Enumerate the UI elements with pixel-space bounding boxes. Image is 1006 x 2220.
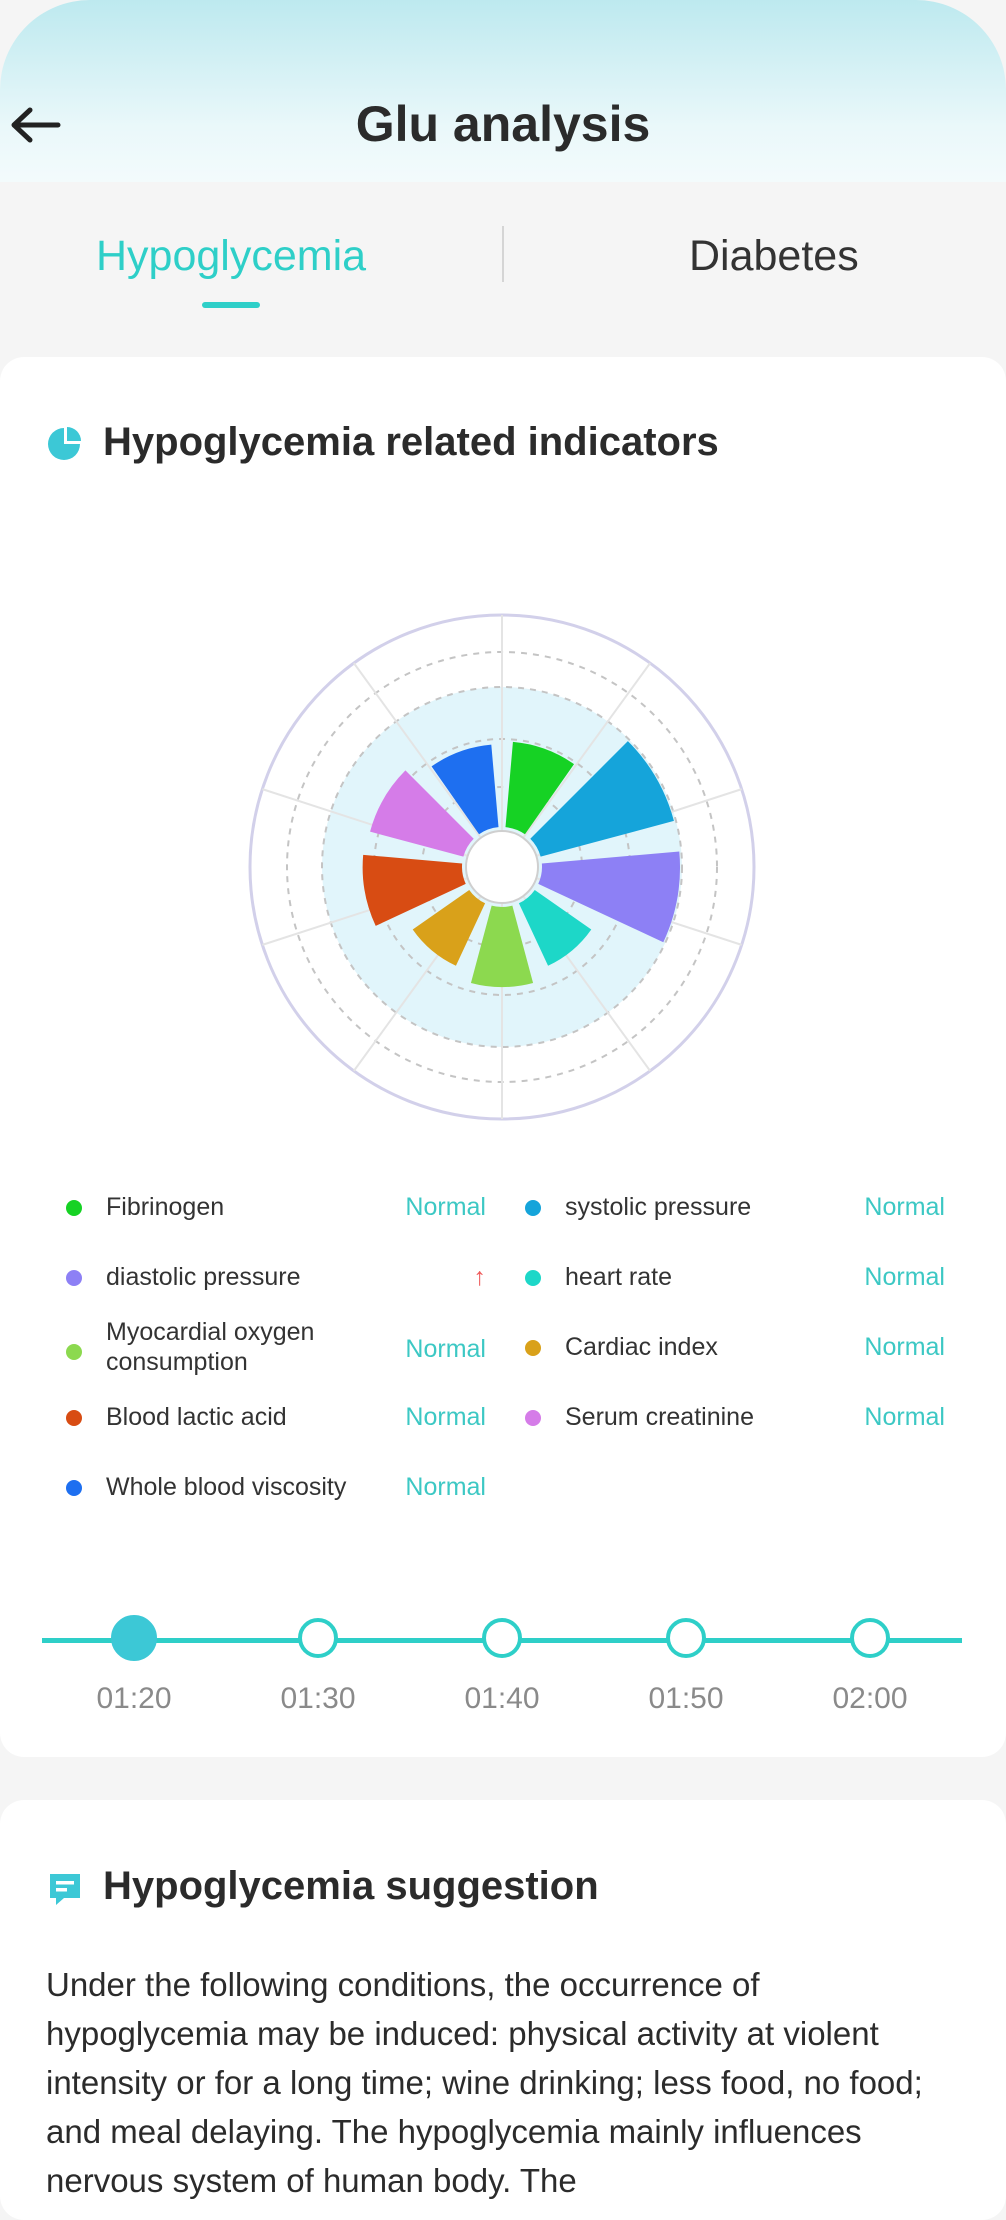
back-button[interactable] bbox=[6, 100, 66, 150]
legend-status: Normal bbox=[864, 1263, 945, 1291]
tab-hypoglycemia[interactable]: Hypoglycemia bbox=[96, 232, 367, 280]
legend-item: Whole blood viscosity Normal bbox=[66, 1462, 486, 1522]
legend-item: Myocardial oxygen consumption Normal bbox=[66, 1318, 486, 1382]
chart-bar-myocardial-oxygen-consumption bbox=[470, 905, 534, 988]
note-icon bbox=[50, 1874, 80, 1905]
chart-bar-cardiac-index bbox=[412, 889, 486, 966]
tab-bar: Hypoglycemia Diabetes bbox=[0, 182, 1006, 357]
time-label: 01:50 bbox=[648, 1682, 724, 1715]
chart-spoke bbox=[522, 662, 651, 839]
legend-name: Whole blood viscosity bbox=[106, 1473, 347, 1501]
header: Glu analysis bbox=[0, 0, 1006, 182]
legend-dot bbox=[525, 1200, 541, 1216]
chart-bar-blood-lactic-acid bbox=[362, 854, 466, 926]
legend-status: Normal bbox=[405, 1403, 486, 1431]
legend-dot bbox=[66, 1480, 82, 1496]
time-label: 01:20 bbox=[96, 1682, 172, 1715]
legend-item: diastolic pressure ↑ bbox=[66, 1252, 486, 1312]
time-label: 01:30 bbox=[280, 1682, 356, 1715]
chart-bar-serum-creatinine bbox=[370, 770, 474, 857]
legend-item: heart rate Normal bbox=[525, 1252, 945, 1312]
chart-spoke bbox=[353, 662, 482, 839]
time-label: 02:00 bbox=[832, 1682, 908, 1715]
legend-name: systolic pressure bbox=[565, 1193, 752, 1221]
legend-name: Blood lactic acid bbox=[106, 1403, 287, 1431]
chart-bar-heart-rate bbox=[518, 889, 592, 966]
time-node-0150[interactable] bbox=[666, 1618, 706, 1658]
legend-dot bbox=[66, 1270, 82, 1286]
legend-name: Serum creatinine bbox=[565, 1403, 754, 1431]
chart-center bbox=[465, 830, 539, 904]
legend-dot bbox=[66, 1410, 82, 1426]
legend-status: Normal bbox=[405, 1335, 486, 1363]
legend-name: diastolic pressure bbox=[106, 1263, 301, 1291]
chart-bar-systolic-pressure bbox=[530, 741, 674, 857]
legend-status: ↑ bbox=[473, 1263, 487, 1291]
suggestion-title: Hypoglycemia suggestion bbox=[103, 1864, 599, 1908]
time-node-0200[interactable] bbox=[850, 1618, 890, 1658]
legend-name: Fibrinogen bbox=[106, 1193, 225, 1221]
tab-diabetes[interactable]: Diabetes bbox=[689, 232, 859, 280]
arrow-left-icon bbox=[11, 107, 61, 143]
legend-dot bbox=[525, 1270, 541, 1286]
legend-item: Blood lactic acid Normal bbox=[66, 1392, 486, 1452]
tab-divider bbox=[502, 226, 504, 282]
time-node-0130[interactable] bbox=[298, 1618, 338, 1658]
page-title: Glu analysis bbox=[355, 96, 651, 152]
time-slider[interactable]: 01:20 01:30 01:40 01:50 02:00 bbox=[0, 1582, 1006, 1715]
chart-bar-diastolic-pressure bbox=[538, 851, 680, 943]
chart-bar-whole-blood-viscosity bbox=[431, 744, 499, 835]
legend-dot bbox=[66, 1344, 82, 1360]
legend-item: Serum creatinine Normal bbox=[525, 1392, 945, 1452]
legend-name: heart rate bbox=[565, 1263, 673, 1291]
legend-item: systolic pressure Normal bbox=[525, 1182, 945, 1242]
chart-grid-ring bbox=[321, 686, 683, 1048]
legend-item: Fibrinogen Normal bbox=[66, 1182, 486, 1242]
legend-status: Normal bbox=[864, 1403, 945, 1431]
suggestion-card: Hypoglycemia suggestion Under the follow… bbox=[0, 1800, 1006, 2220]
pie-chart-icon bbox=[48, 427, 81, 460]
legend-dot bbox=[525, 1340, 541, 1356]
legend-status: Normal bbox=[864, 1333, 945, 1361]
active-tab-indicator bbox=[202, 302, 260, 308]
suggestion-text: Under the following conditions, the occu… bbox=[46, 1966, 923, 2199]
polar-chart bbox=[248, 613, 756, 1121]
legend-item: Cardiac index Normal bbox=[525, 1322, 945, 1382]
legend-status: Normal bbox=[405, 1193, 486, 1221]
legend-dot bbox=[525, 1410, 541, 1426]
legend-name: Myocardial oxygen consumption bbox=[106, 1318, 315, 1376]
legend-dot bbox=[66, 1200, 82, 1216]
legend-status: Normal bbox=[864, 1193, 945, 1221]
legend-name: Cardiac index bbox=[565, 1333, 718, 1361]
legend-status: Normal bbox=[405, 1473, 486, 1501]
time-node-0140[interactable] bbox=[482, 1618, 522, 1658]
chart-bar-fibrinogen bbox=[505, 741, 575, 835]
indicators-card: Hypoglycemia related indicators Fibrinog… bbox=[0, 357, 1006, 1757]
indicators-title: Hypoglycemia related indicators bbox=[103, 420, 719, 464]
time-node-0120[interactable] bbox=[111, 1615, 157, 1661]
time-label: 01:40 bbox=[464, 1682, 540, 1715]
